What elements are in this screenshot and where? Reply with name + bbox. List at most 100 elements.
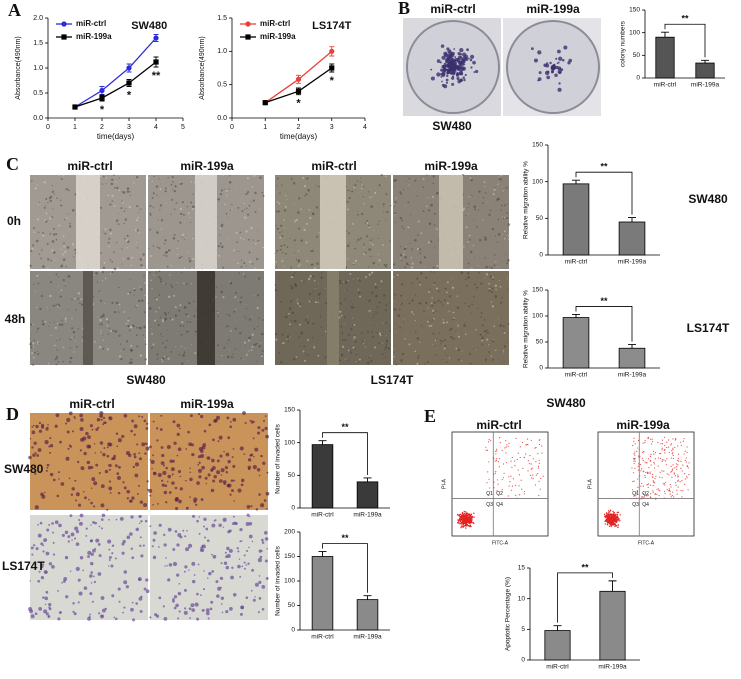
speck — [166, 356, 167, 357]
speck — [463, 324, 466, 327]
speck — [131, 556, 134, 559]
error-bar — [554, 626, 562, 631]
speck — [97, 418, 100, 421]
speck — [386, 304, 388, 306]
event — [666, 442, 667, 443]
event — [496, 460, 497, 461]
axis-label: FITC-A — [492, 540, 509, 546]
speck — [429, 222, 432, 225]
speck — [303, 229, 305, 231]
event — [687, 489, 688, 490]
speck — [236, 232, 238, 234]
speck — [229, 425, 232, 428]
speck — [100, 316, 102, 318]
speck — [175, 507, 178, 510]
speck — [359, 361, 360, 362]
speck — [152, 545, 154, 547]
speck — [189, 478, 193, 482]
speck — [424, 363, 425, 364]
speck — [241, 260, 242, 261]
event — [676, 466, 677, 467]
speck — [137, 493, 139, 495]
event — [510, 460, 511, 461]
speck — [60, 266, 61, 267]
event — [671, 466, 672, 467]
event — [668, 439, 669, 440]
speck — [56, 239, 58, 241]
speck — [218, 524, 221, 527]
speck — [191, 267, 193, 269]
speck — [158, 276, 160, 278]
speck — [36, 307, 37, 308]
speck — [132, 618, 135, 621]
speck — [123, 348, 125, 350]
speck — [495, 284, 497, 286]
speck — [125, 208, 126, 209]
speck — [480, 282, 482, 284]
speck — [306, 223, 308, 225]
speck — [41, 576, 44, 579]
speck — [64, 219, 65, 220]
speck — [266, 508, 268, 510]
event — [660, 453, 661, 454]
speck — [50, 233, 52, 235]
speck — [405, 205, 406, 206]
speck — [342, 339, 343, 340]
event — [659, 477, 660, 478]
speck — [37, 580, 40, 583]
event — [661, 449, 662, 450]
speck — [430, 322, 431, 323]
speck — [431, 305, 433, 307]
speck — [101, 615, 103, 617]
speck — [407, 226, 409, 228]
speck — [153, 245, 154, 246]
speck — [316, 262, 319, 265]
speck — [439, 291, 440, 292]
event — [662, 477, 663, 478]
speck — [401, 219, 403, 221]
speck — [104, 233, 106, 235]
speck — [253, 174, 255, 176]
speck — [45, 604, 47, 606]
speck — [443, 322, 445, 324]
speck — [300, 332, 303, 335]
caption: LS174T — [371, 373, 414, 387]
speck — [237, 207, 239, 209]
speck — [117, 224, 119, 226]
speck — [471, 312, 472, 313]
speck — [80, 514, 84, 518]
speck — [215, 296, 216, 297]
speck — [163, 255, 164, 256]
speck — [414, 239, 417, 242]
speck — [171, 481, 174, 484]
event — [524, 493, 525, 494]
speck — [500, 302, 502, 304]
event — [683, 441, 684, 442]
speck — [261, 550, 263, 552]
event — [684, 484, 685, 485]
speck — [201, 466, 205, 470]
speck — [160, 204, 162, 206]
speck — [395, 222, 396, 223]
speck — [152, 454, 154, 456]
speck — [127, 190, 130, 193]
colony — [554, 74, 558, 78]
event — [618, 512, 619, 513]
speck — [59, 611, 62, 614]
speck — [171, 265, 172, 266]
speck — [471, 268, 472, 269]
speck — [223, 527, 224, 528]
speck — [279, 236, 281, 238]
error-bar — [572, 180, 580, 184]
speck — [490, 287, 491, 288]
speck — [257, 307, 259, 309]
speck — [61, 319, 62, 320]
speck — [160, 428, 163, 431]
speck — [32, 244, 34, 246]
speck — [136, 334, 138, 336]
speck — [58, 471, 60, 473]
speck — [76, 542, 80, 546]
speck — [427, 307, 428, 308]
speck — [319, 232, 320, 233]
speck — [70, 571, 71, 572]
